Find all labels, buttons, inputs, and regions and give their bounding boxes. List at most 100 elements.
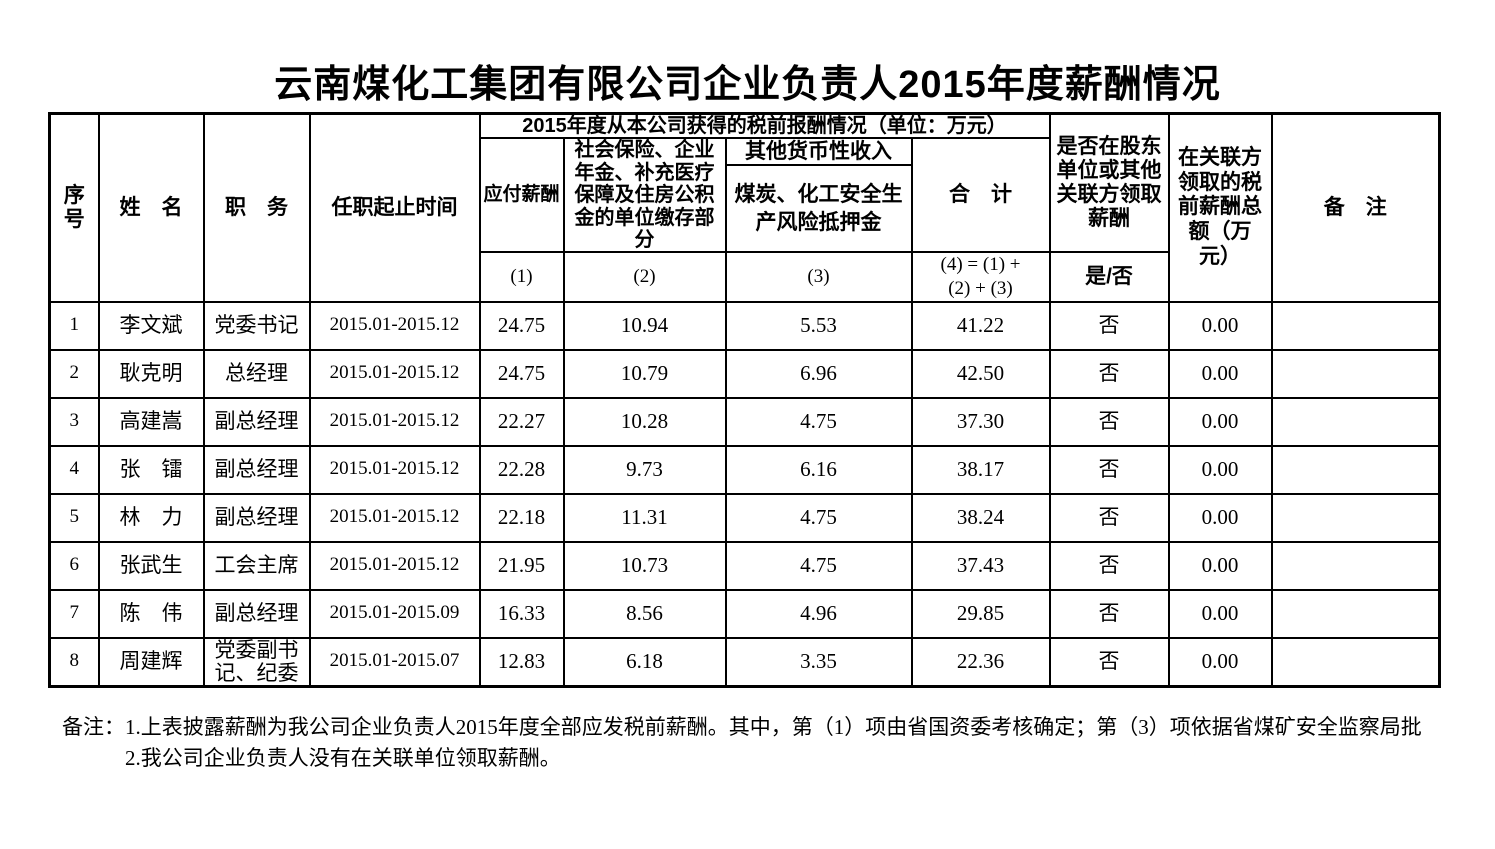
header-other-monetary-income: 其他货币性收入 — [724, 137, 913, 166]
note-text-1: 1.上表披露薪酬为我公司企业负责人2015年度全部应发税前薪酬。其中，第（1）项… — [125, 714, 1422, 739]
cell-total: 41.22 — [910, 300, 1051, 351]
cell-related-amount: 0.00 — [1167, 396, 1273, 447]
cell-payable-salary: 16.33 — [478, 588, 565, 639]
cell-tenure: 2015.01-2015.12 — [308, 444, 481, 495]
cell-total: 22.36 — [910, 636, 1051, 688]
cell-position: 总经理 — [202, 348, 311, 399]
cell-risk-deposit: 4.96 — [724, 588, 913, 639]
cell-position: 党委副书记、纪委 — [202, 636, 311, 688]
table-row: 2 耿克明 总经理 2015.01-2015.12 24.75 10.79 6.96 42.5… — [48, 348, 1441, 399]
cell-name: 林 力 — [97, 492, 205, 543]
cell-risk-deposit: 4.75 — [724, 492, 913, 543]
header-related-party-amount: 在关联方领取的税前薪酬总额（万元） — [1167, 112, 1273, 303]
cell-related-amount: 0.00 — [1167, 492, 1273, 543]
cell-seq: 8 — [48, 636, 100, 688]
table-row: 1 李文斌 党委书记 2015.01-2015.12 24.75 10.94 5.53 41.… — [48, 300, 1441, 351]
cell-risk-deposit: 3.35 — [724, 636, 913, 688]
cell-payable-salary: 22.18 — [478, 492, 565, 543]
header-payable-salary: 应付薪酬 — [478, 137, 565, 254]
cell-tenure: 2015.01-2015.09 — [308, 588, 481, 639]
header-name: 姓 名 — [97, 112, 205, 303]
cell-tenure: 2015.01-2015.12 — [308, 540, 481, 591]
cell-related-party-flag: 否 — [1048, 492, 1170, 543]
cell-seq: 4 — [48, 444, 100, 495]
note-text-2: 2.我公司企业负责人没有在关联单位领取薪酬。 — [125, 745, 561, 770]
cell-total: 29.85 — [910, 588, 1051, 639]
cell-name: 陈 伟 — [97, 588, 205, 639]
header-remark: 备 注 — [1270, 112, 1441, 303]
header-risk-deposit: 煤炭、化工安全生产风险抵押金 — [724, 163, 913, 254]
cell-related-party-flag: 否 — [1048, 588, 1170, 639]
notes-label: 备注： — [62, 714, 125, 739]
cell-payable-salary: 24.75 — [478, 348, 565, 399]
cell-seq: 6 — [48, 540, 100, 591]
cell-risk-deposit: 4.75 — [724, 540, 913, 591]
header-position: 职 务 — [202, 112, 311, 303]
notes: 备注：1.上表披露薪酬为我公司企业负责人2015年度全部应发税前薪酬。其中，第（… — [62, 712, 1495, 774]
header-total: 合 计 — [910, 137, 1051, 254]
cell-related-amount: 0.00 — [1167, 444, 1273, 495]
cell-total: 42.50 — [910, 348, 1051, 399]
cell-position: 副总经理 — [202, 588, 311, 639]
header-social-insurance: 社会保险、企业年金、补充医疗保障及住房公积金的单位缴存部分 — [562, 137, 727, 254]
cell-social-insurance: 8.56 — [562, 588, 727, 639]
cell-related-party-flag: 否 — [1048, 540, 1170, 591]
cell-name: 耿克明 — [97, 348, 205, 399]
cell-payable-salary: 12.83 — [478, 636, 565, 688]
cell-social-insurance: 11.31 — [562, 492, 727, 543]
cell-name: 周建辉 — [97, 636, 205, 688]
cell-position: 副总经理 — [202, 396, 311, 447]
table-row: 3 高建嵩 副总经理 2015.01-2015.12 22.27 10.28 4.75 37.… — [48, 396, 1441, 447]
cell-risk-deposit: 5.53 — [724, 300, 913, 351]
cell-name: 高建嵩 — [97, 396, 205, 447]
table-row: 6 张武生 工会主席 2015.01-2015.12 21.95 10.73 4.75 37.… — [48, 540, 1441, 591]
table-body: 1 李文斌 党委书记 2015.01-2015.12 24.75 10.94 5.53 41.… — [48, 300, 1441, 688]
cell-related-party-flag: 否 — [1048, 636, 1170, 688]
table-row: 8 周建辉 党委副书记、纪委 2015.01-2015.07 12.83 6.18 3.35… — [48, 636, 1441, 688]
cell-risk-deposit: 6.96 — [724, 348, 913, 399]
page-title: 云南煤化工集团有限公司企业负责人2015年度薪酬情况 — [274, 64, 1221, 106]
header-col3: (3) — [724, 251, 913, 303]
cell-related-amount: 0.00 — [1167, 636, 1273, 688]
cell-related-amount: 0.00 — [1167, 348, 1273, 399]
cell-total: 38.24 — [910, 492, 1051, 543]
header-tenure: 任职起止时间 — [308, 112, 481, 303]
header-col4-formula: (4) = (1) + (2) + (3) — [910, 251, 1051, 303]
salary-table: 序号 姓 名 职 务 任职起止时间 2015年度从本公司获得的税前报酬情况（单位… — [48, 111, 1441, 688]
cell-total: 37.30 — [910, 396, 1051, 447]
cell-social-insurance: 10.28 — [562, 396, 727, 447]
cell-remark — [1270, 540, 1441, 591]
cell-remark — [1270, 396, 1441, 447]
cell-total: 38.17 — [910, 444, 1051, 495]
cell-related-amount: 0.00 — [1167, 540, 1273, 591]
header-col1: (1) — [478, 251, 565, 303]
cell-name: 张武生 — [97, 540, 205, 591]
cell-social-insurance: 9.73 — [562, 444, 727, 495]
cell-tenure: 2015.01-2015.12 — [308, 300, 481, 351]
cell-seq: 1 — [48, 300, 100, 351]
header-seq: 序号 — [48, 112, 100, 303]
header-row-4: (1) (2) (3) (4) = (1) + (2) + (3) 是/否 — [50, 251, 1440, 303]
cell-related-party-flag: 否 — [1048, 396, 1170, 447]
cell-seq: 2 — [48, 348, 100, 399]
cell-total: 37.43 — [910, 540, 1051, 591]
cell-related-amount: 0.00 — [1167, 588, 1273, 639]
cell-risk-deposit: 4.75 — [724, 396, 913, 447]
header-col2: (2) — [562, 251, 727, 303]
cell-seq: 7 — [48, 588, 100, 639]
cell-tenure: 2015.01-2015.12 — [308, 396, 481, 447]
cell-remark — [1270, 636, 1441, 688]
header-row-3: 煤炭、化工安全生产风险抵押金 — [50, 163, 1440, 254]
header-row-2: 应付薪酬 社会保险、企业年金、补充医疗保障及住房公积金的单位缴存部分 其他货币性… — [50, 137, 1440, 254]
cell-social-insurance: 10.73 — [562, 540, 727, 591]
cell-name: 张 镭 — [97, 444, 205, 495]
cell-position: 工会主席 — [202, 540, 311, 591]
cell-related-party-flag: 否 — [1048, 444, 1170, 495]
cell-related-amount: 0.00 — [1167, 300, 1273, 351]
cell-related-party-flag: 否 — [1048, 348, 1170, 399]
cell-payable-salary: 22.28 — [478, 444, 565, 495]
header-pretax-group: 2015年度从本公司获得的税前报酬情况（单位：万元） — [478, 112, 1051, 140]
